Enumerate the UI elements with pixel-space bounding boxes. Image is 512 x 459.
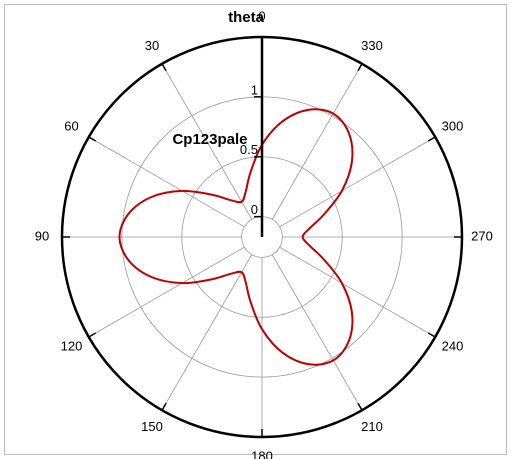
spoke — [88, 136, 245, 228]
spoke — [88, 246, 245, 338]
r-tick-label: 1 — [251, 82, 258, 97]
spoke — [161, 254, 253, 411]
theta-tick — [161, 402, 167, 411]
theta-tick — [357, 63, 363, 72]
theta-tick — [161, 63, 167, 72]
theta-tick — [357, 402, 363, 411]
frame — [4, 4, 507, 455]
theta-tick-label: 180 — [251, 448, 273, 459]
theta-tick — [427, 332, 436, 338]
r-tick-label: 0 — [251, 202, 258, 217]
theta-tick-label: 0 — [258, 8, 265, 23]
spoke — [279, 136, 436, 228]
theta-tick-label: 240 — [442, 338, 464, 353]
theta-tick-label: 90 — [35, 228, 49, 243]
theta-tick-label: 30 — [145, 38, 159, 53]
axes: 0 30 60 90 120 150 180 210 240 270 300 330 0 0.5 1 — [35, 8, 493, 459]
r-label: Cp123pale — [172, 131, 247, 148]
theta-tick — [427, 136, 436, 142]
spoke — [279, 246, 436, 338]
theta-tick-label: 120 — [61, 338, 83, 353]
spoke — [271, 254, 363, 411]
spoke — [161, 63, 253, 220]
theta-tick-label: 210 — [361, 419, 383, 434]
theta-label: theta — [228, 9, 264, 26]
theta-tick-label: 300 — [442, 118, 464, 133]
theta-tick — [88, 332, 97, 338]
theta-tick-label: 60 — [64, 118, 78, 133]
series-line — [118, 108, 354, 366]
theta-tick-label: 150 — [141, 419, 163, 434]
theta-tick-label: 270 — [471, 228, 493, 243]
spoke — [271, 63, 363, 220]
theta-tick — [88, 136, 97, 142]
marks — [118, 108, 354, 366]
theta-tick-label: 330 — [361, 38, 383, 53]
r-tick-label: 0.5 — [240, 142, 258, 157]
